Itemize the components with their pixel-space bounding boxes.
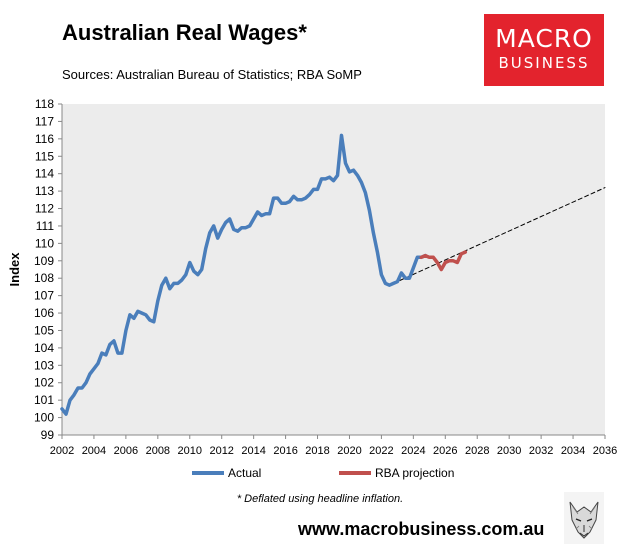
series-line-rba-projection (419, 250, 468, 272)
macrobusiness-logo[interactable]: MACRO BUSINESS (484, 14, 604, 86)
x-tick-label: 2014 (241, 445, 265, 457)
y-tick-label: 112 (35, 202, 54, 216)
x-tick-label: 2034 (561, 445, 585, 457)
y-tick-label: 117 (35, 114, 54, 128)
chart-title: Australian Real Wages* (62, 20, 307, 45)
y-tick-label: 106 (34, 306, 54, 320)
y-tick-label: 99 (41, 428, 55, 442)
y-tick-label: 102 (34, 376, 54, 390)
y-tick-label: 115 (35, 149, 54, 163)
x-tick-label: 2032 (529, 445, 553, 457)
series-line-trend (392, 187, 606, 284)
series-line-actual (60, 133, 428, 416)
x-tick-label: 2036 (593, 445, 617, 457)
y-tick-label: 110 (35, 236, 54, 250)
legend-label: Actual (228, 466, 261, 480)
x-tick-label: 2020 (337, 445, 361, 457)
y-tick-label: 111 (36, 219, 55, 233)
chart-subtitle: Sources: Australian Bureau of Statistics… (62, 67, 362, 82)
y-tick-label: 113 (35, 184, 54, 198)
y-tick-label: 103 (34, 358, 54, 372)
x-tick-label: 2002 (50, 445, 74, 457)
x-tick-label: 2030 (497, 445, 521, 457)
plot-area (62, 104, 605, 435)
y-tick-label: 101 (34, 393, 54, 407)
x-tick-label: 2022 (369, 445, 393, 457)
y-tick-label: 100 (34, 411, 54, 425)
x-tick-label: 2012 (209, 445, 233, 457)
y-tick-label: 116 (35, 132, 54, 146)
logo-line-2: BUSINESS (498, 54, 590, 72)
x-tick-label: 2024 (401, 445, 425, 457)
y-tick-label: 105 (34, 323, 54, 337)
footnote: * Deflated using headline inflation. (236, 493, 404, 505)
logo-line-1: MACRO (495, 24, 593, 53)
x-tick-label: 2004 (82, 445, 106, 457)
x-tick-label: 2018 (305, 445, 329, 457)
x-tick-label: 2028 (465, 445, 489, 457)
x-tick-label: 2008 (146, 445, 170, 457)
x-tick-label: 2016 (273, 445, 297, 457)
y-tick-label: 107 (34, 289, 54, 303)
x-tick-label: 2026 (433, 445, 457, 457)
x-tick-label: 2006 (114, 445, 138, 457)
y-tick-label: 104 (34, 341, 54, 355)
x-tick-label: 2010 (178, 445, 202, 457)
y-tick-label: 118 (35, 97, 54, 111)
y-axis-label: Index (7, 252, 22, 287)
website-url[interactable]: www.macrobusiness.com.au (298, 519, 545, 539)
y-tick-label: 108 (34, 271, 54, 285)
legend-label: RBA projection (375, 466, 454, 480)
y-tick-label: 109 (34, 254, 54, 268)
y-tick-label: 114 (35, 167, 54, 181)
wolf-sketch-icon (564, 492, 604, 544)
